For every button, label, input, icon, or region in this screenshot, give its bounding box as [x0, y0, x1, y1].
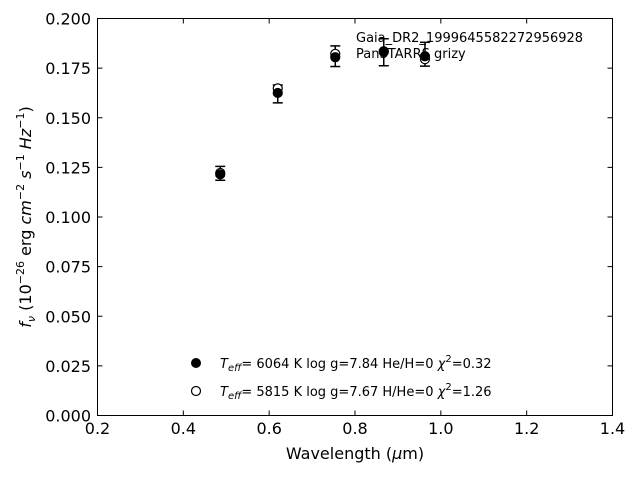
y-tick-label: 0.100	[45, 208, 91, 227]
legend-marker-filled	[191, 358, 201, 368]
legend-marker-open	[190, 385, 202, 397]
y-tick-label: 0.125	[45, 158, 91, 177]
axis-ticks	[97, 18, 613, 416]
model-point-filled	[378, 46, 389, 57]
model-point-filled	[419, 51, 431, 62]
model-point-filled	[272, 87, 283, 99]
x-axis-label: Wavelength (μm)	[286, 444, 424, 463]
data-markers	[215, 46, 431, 180]
x-tick-label: 0.6	[256, 419, 281, 438]
y-axis-label: fν (10−26 erg cm−2 s−1 Hz−1)	[14, 106, 38, 327]
plot-frame	[97, 18, 613, 416]
y-tick-label: 0.025	[45, 357, 91, 376]
x-tick-label: 0.4	[171, 419, 196, 438]
legend-entry-filled: Teff= 6064 K log g=7.84 He/H=0 χ2=0.32	[220, 354, 492, 374]
y-tick-label: 0.200	[45, 10, 91, 29]
model-point-filled	[330, 52, 341, 63]
legend: Teff= 6064 K log g=7.84 He/H=0 χ2=0.32 T…	[190, 354, 492, 402]
y-tick-label: 0.175	[45, 59, 91, 78]
annotation-star-id: Gaia_DR2_1999645582272956928	[356, 31, 583, 46]
legend-entry-open: Teff= 5815 K log g=7.67 H/He=0 χ2=1.26	[220, 382, 492, 402]
y-tick-labels: 0.000 0.025 0.050 0.075 0.100 0.125 0.150 0.175…	[45, 10, 91, 426]
y-tick-label: 0.000	[45, 407, 91, 426]
x-tick-label: 1.0	[428, 419, 453, 438]
x-tick-label: 0.8	[342, 419, 367, 438]
annotation-survey: PanSTARRS grizy	[356, 47, 466, 62]
x-tick-label: 1.4	[600, 419, 625, 438]
y-tick-label: 0.050	[45, 307, 91, 326]
x-tick-label: 0.2	[85, 419, 110, 438]
y-tick-label: 0.075	[45, 258, 91, 277]
x-tick-labels: 0.2 0.4 0.6 0.8 1.0 1.2 1.4	[85, 419, 625, 438]
x-tick-label: 1.2	[514, 419, 539, 438]
model-point-filled	[215, 169, 226, 180]
y-tick-label: 0.150	[45, 109, 91, 128]
